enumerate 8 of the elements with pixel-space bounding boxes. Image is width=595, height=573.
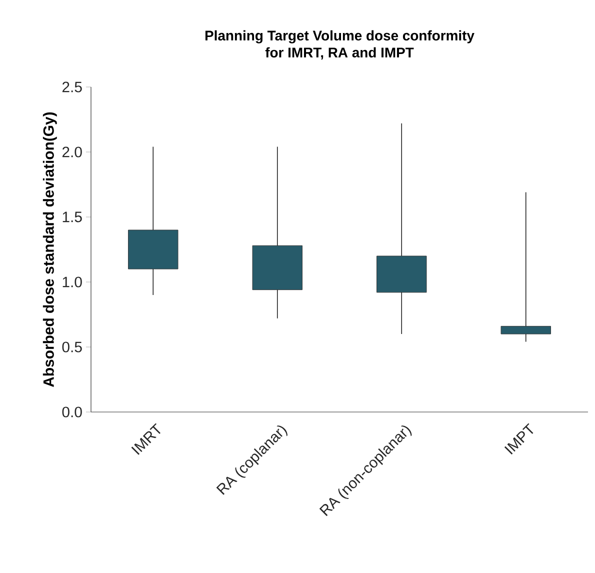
y-tick-label: 1.0 (62, 276, 82, 288)
y-tick-label: 2.0 (62, 146, 82, 158)
y-tick-label: 1.5 (62, 212, 82, 222)
y-tick-label: 2.5 (62, 82, 82, 92)
y-tick-label: 0.5 (62, 342, 82, 352)
y-tick-label: 0.0 (62, 406, 82, 418)
y-axis-title: Absorbed dose standard deviation(Gy) (42, 112, 57, 387)
chart-title: Planning Target Volume dose conformity for IMRT, RA and IMPT (205, 30, 474, 60)
